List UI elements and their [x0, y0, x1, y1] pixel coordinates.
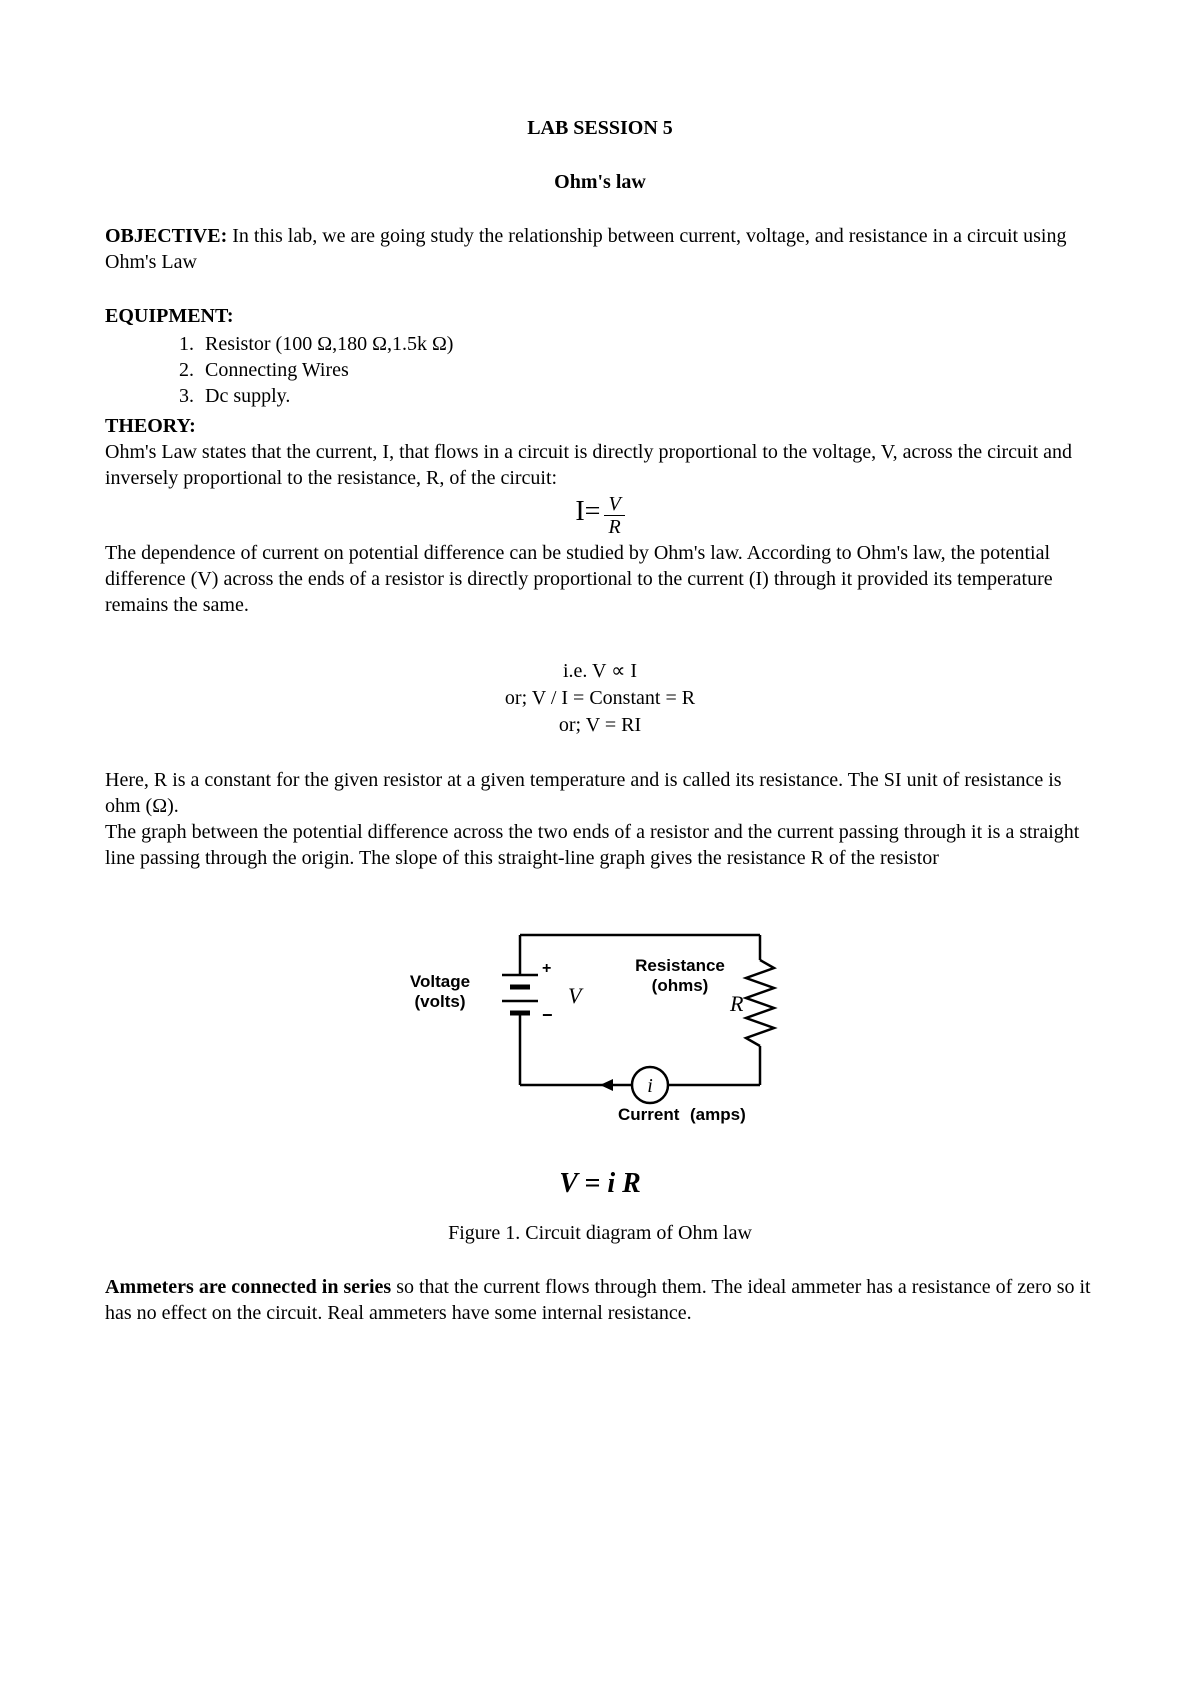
figure-caption: Figure 1. Circuit diagram of Ohm law: [105, 1220, 1095, 1246]
plus-label: +: [542, 960, 551, 977]
voltage-label-title: Voltage: [410, 972, 470, 991]
theory-section: THEORY: Ohm's Law states that the curren…: [105, 413, 1095, 871]
formula-denominator: R: [604, 516, 624, 538]
objective-text: In this lab, we are going study the rela…: [105, 225, 1066, 273]
formula-ivr: I=VR: [105, 493, 1095, 538]
current-label-unit: (amps): [690, 1105, 746, 1124]
theory-p3: Here, R is a constant for the given resi…: [105, 767, 1095, 819]
equipment-list: Resistor (100 Ω,180 Ω,1.5k Ω) Connecting…: [105, 331, 1095, 409]
lab-subtitle: Ohm's law: [105, 169, 1095, 195]
equipment-item: Connecting Wires: [199, 357, 1095, 383]
equipment-item: Resistor (100 Ω,180 Ω,1.5k Ω): [199, 331, 1095, 357]
formula-numerator: V: [604, 493, 624, 516]
formula-lhs: I=: [575, 496, 600, 527]
theory-p1: Ohm's Law states that the current, I, th…: [105, 439, 1095, 491]
circuit-formula: V = i R: [105, 1166, 1095, 1202]
circuit-figure: Voltage (volts) Resistance (ohms) Curren…: [105, 915, 1095, 1246]
equipment-heading: EQUIPMENT:: [105, 305, 234, 327]
r-symbol: R: [729, 991, 744, 1016]
lab-title: LAB SESSION 5: [105, 115, 1095, 141]
theory-p2: The dependence of current on potential d…: [105, 540, 1095, 618]
resistance-label-unit: (ohms): [652, 976, 709, 995]
ammeter-bold: Ammeters are connected in series: [105, 1276, 391, 1298]
resistance-label-title: Resistance: [635, 956, 725, 975]
i-symbol: i: [647, 1075, 653, 1097]
equipment-item: Dc supply.: [199, 383, 1095, 409]
minus-label: −: [542, 1005, 553, 1025]
objective-heading: OBJECTIVE:: [105, 225, 227, 247]
circuit-diagram-icon: Voltage (volts) Resistance (ohms) Curren…: [390, 915, 810, 1135]
relation-3: or; V = RI: [105, 712, 1095, 739]
voltage-label-unit: (volts): [415, 992, 466, 1011]
theory-heading: THEORY:: [105, 413, 1095, 439]
relation-2: or; V / I = Constant = R: [105, 685, 1095, 712]
relations-block: i.e. V ∝ I or; V / I = Constant = R or; …: [105, 658, 1095, 739]
relation-1: i.e. V ∝ I: [105, 658, 1095, 685]
current-label-title: Current: [618, 1105, 680, 1124]
formula-fraction: VR: [604, 493, 624, 538]
objective-section: OBJECTIVE: In this lab, we are going stu…: [105, 223, 1095, 275]
v-symbol: V: [568, 983, 584, 1008]
equipment-section: EQUIPMENT: Resistor (100 Ω,180 Ω,1.5k Ω)…: [105, 303, 1095, 409]
theory-p4: The graph between the potential differen…: [105, 819, 1095, 871]
ammeter-paragraph: Ammeters are connected in series so that…: [105, 1274, 1095, 1326]
